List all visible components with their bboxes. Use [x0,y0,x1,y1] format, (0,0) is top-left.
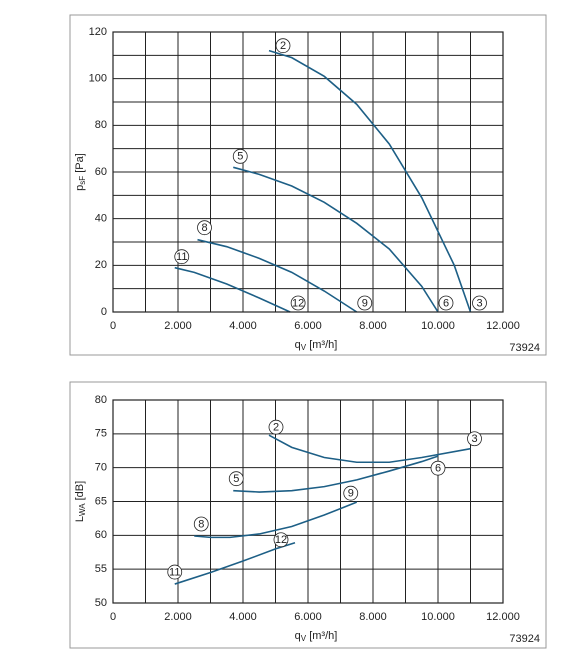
figure-note: 73924 [509,342,540,354]
y-tick-label: 60 [95,529,107,541]
curve-label: 8 [198,518,204,530]
curve-label-circle [343,485,359,501]
curve-label: 9 [348,488,354,500]
curve-label: 3 [471,433,477,445]
y-tick-label: 120 [89,26,107,38]
x-axis-label: qV [m³/h] [295,339,338,352]
label-rest: [Pa] [74,153,86,176]
curve-label-circle [268,419,284,435]
x-axis-label: qV [m³/h] [295,630,338,643]
curve-label: 5 [233,473,239,485]
x-tick-label: 12.000 [486,320,520,332]
panel-frame [69,381,547,649]
curve-label-circle [357,295,373,311]
panel-frame [69,14,547,356]
plot-border [112,31,504,313]
curve-label-circle [197,220,212,236]
curve-label: 11 [176,251,187,263]
curve-label-circle [273,532,289,548]
y-axis-label: LWA [dB] [74,481,87,522]
y-tick-label: 70 [95,462,107,474]
curve-label-circle [472,295,487,311]
x-tick-label: 4.000 [229,320,257,332]
label-main: L [74,516,86,522]
label-rest: [dB] [74,481,86,504]
label-sub: WA [78,503,87,516]
curve-label: 5 [237,151,243,163]
x-tick-label: 2.000 [164,611,192,623]
curve-label-circle [167,564,183,580]
curve-label-circle [438,295,454,311]
curve-label-circle [193,516,209,532]
x-tick-label: 0 [110,611,116,623]
curve [268,434,471,464]
curve-label: 3 [476,297,482,309]
curve-label: 2 [273,422,279,434]
label-sub: sF [78,176,87,185]
x-tick-label: 8.000 [359,611,387,623]
plot-border [112,399,504,604]
curve-label-circle [467,431,482,447]
curve [233,455,439,493]
label-main: q [295,630,301,642]
x-tick-label: 10.000 [421,320,455,332]
y-tick-label: 55 [95,563,107,575]
label-sub: V [301,634,307,643]
y-tick-label: 65 [95,495,107,507]
label-rest: [m³/h] [306,630,337,642]
curve [174,266,291,313]
curve-label: 11 [169,566,180,578]
curve-label: 9 [362,297,368,309]
y-tick-label: 80 [95,394,107,406]
label-sub: V [301,343,307,352]
y-tick-label: 40 [95,213,107,225]
x-tick-label: 6.000 [294,320,322,332]
curve-label-circle [232,148,248,164]
y-tick-label: 0 [101,306,107,318]
label-main: p [74,185,86,191]
curve [194,501,358,539]
curve-label-circle [228,471,244,487]
curve-label-circle [174,249,190,265]
y-tick-label: 60 [95,166,107,178]
figure-note: 73924 [509,633,540,645]
y-tick-label: 20 [95,259,107,271]
curve-label: 6 [443,297,449,309]
x-tick-label: 8.000 [359,320,387,332]
y-axis-label: psF [Pa] [74,153,87,191]
x-tick-label: 0 [110,320,116,332]
curve-label: 12 [275,534,287,546]
curve-label-circle [430,460,446,476]
x-tick-label: 10.000 [421,611,455,623]
curve [233,166,439,313]
curve-label-circle [290,295,306,311]
curve [174,542,296,585]
x-tick-label: 2.000 [164,320,192,332]
curve [197,238,358,313]
x-tick-label: 6.000 [294,611,322,623]
curve-label-circle [275,38,291,54]
y-tick-label: 75 [95,428,107,440]
label-rest: [m³/h] [306,339,337,351]
y-tick-label: 50 [95,597,107,609]
y-tick-label: 100 [89,73,107,85]
curve-label: 6 [435,463,441,475]
x-tick-label: 4.000 [229,611,257,623]
y-tick-label: 80 [95,119,107,131]
label-main: q [295,339,301,351]
curve-label: 2 [280,40,286,52]
curve-label: 12 [292,297,304,309]
curve [268,49,472,313]
curve-label: 8 [201,222,207,234]
x-tick-label: 12.000 [486,611,520,623]
